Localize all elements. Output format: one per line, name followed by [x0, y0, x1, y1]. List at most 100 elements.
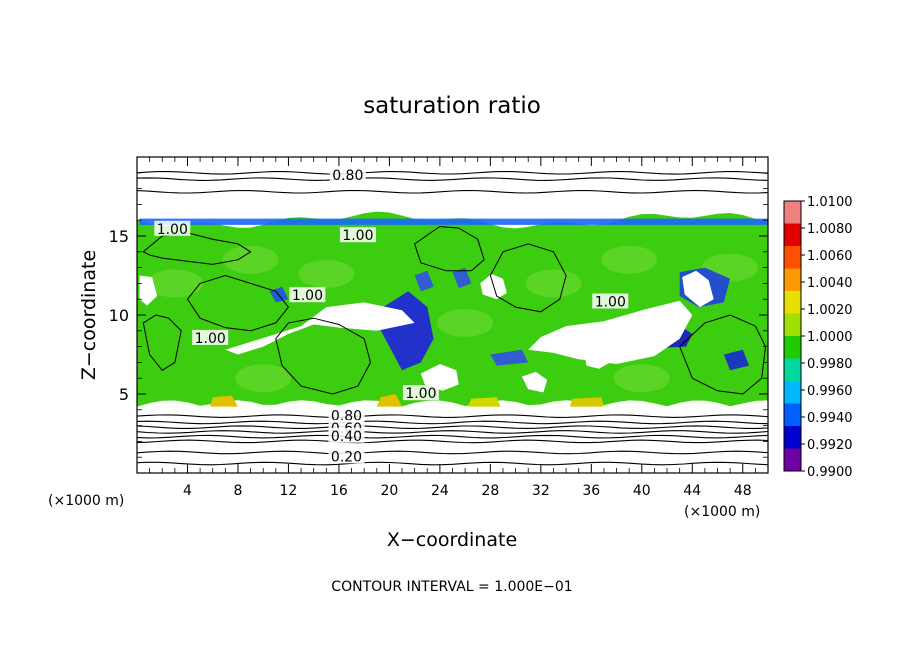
- chart-title: saturation ratio: [363, 93, 541, 119]
- colorbar-label-9: 0.9920: [807, 438, 853, 453]
- contour-line-upper-1: [137, 177, 768, 181]
- contour-line-upper-2: [137, 189, 768, 194]
- y-tick-label-1: 10: [109, 306, 129, 325]
- contour-label-10: 0.20: [331, 449, 362, 465]
- plot-area: 0.801.001.001.001.001.001.000.800.600.40…: [137, 167, 768, 465]
- dry-patch-7: [585, 349, 611, 369]
- x-tick-label-7: 32: [532, 483, 550, 499]
- colorbar-label-1: 1.0080: [807, 222, 853, 237]
- colorbar-swatch-1: [784, 223, 801, 247]
- x-tick-labels: 4 8 12 16 20 24 28 32 36 40 44 48: [183, 483, 752, 499]
- contour-label-bg-4: [192, 329, 229, 345]
- contour-label-bg-2: [339, 227, 376, 243]
- contour-line-1-00-5: [414, 225, 485, 272]
- colorbar-label-4: 1.0020: [807, 303, 853, 318]
- contour-label-bg-9: [328, 427, 365, 443]
- x-tick-label-1: 8: [233, 483, 242, 499]
- contour-line-lower-6: [137, 450, 768, 455]
- cloud-texture-blob-5: [601, 245, 658, 274]
- cloud-texture-blob-7: [235, 364, 292, 393]
- dry-patch-0: [225, 302, 415, 355]
- colorbar-swatch-9: [784, 403, 801, 427]
- x-tick-label-11: 48: [734, 483, 752, 499]
- dry-patch-4: [139, 275, 158, 306]
- contour-line-lower-2: [137, 425, 768, 429]
- colorbar-swatch-6: [784, 336, 801, 359]
- contour-label-bg-1: [154, 220, 191, 236]
- subsaturated-patch-6: [139, 218, 768, 225]
- contour-line-lower-3: [137, 430, 768, 434]
- contour-line-1-00-6: [142, 314, 182, 371]
- contour-interval-footer: CONTOUR INTERVAL = 1.000E−01: [331, 579, 572, 595]
- x-tick-label-6: 28: [481, 483, 499, 499]
- cloud-texture-blob-0: [146, 269, 203, 298]
- contour-label-bg-10: [328, 448, 365, 464]
- y-unit-label: (×1000 m): [48, 493, 124, 509]
- dry-patch-6: [521, 371, 548, 393]
- colorbar-swatch-0: [784, 201, 801, 224]
- contour-label-2: 1.00: [342, 228, 373, 244]
- x-axis-label: X−coordinate: [387, 529, 517, 551]
- subsaturated-patch-2: [452, 267, 472, 289]
- contour-label-bg-5: [592, 293, 629, 309]
- colorbar-label-6: 0.9980: [807, 357, 853, 372]
- colorbar-swatch-7: [784, 358, 801, 382]
- supersaturated-patch-1: [376, 394, 402, 407]
- contour-line-lower-0: [137, 414, 768, 418]
- subsaturated-patch-7: [490, 349, 529, 366]
- contour-label-1: 1.00: [157, 222, 188, 238]
- contour-line-upper-0: [137, 170, 768, 175]
- contour-label-6: 1.00: [405, 386, 436, 402]
- colorbar-swatch-4: [784, 291, 801, 314]
- x-tick-label-8: 36: [582, 483, 600, 499]
- contour-label-bg-6: [402, 385, 439, 401]
- supersaturated-patch-3: [569, 397, 604, 407]
- supersaturated-patch-2: [467, 397, 501, 407]
- colorbar-label-7: 0.9960: [807, 384, 853, 399]
- colorbar-swatch-5: [784, 313, 801, 337]
- x-tick-label-2: 12: [280, 483, 298, 499]
- colorbar-label-2: 1.0060: [807, 249, 853, 264]
- cloud-texture-blob-8: [613, 364, 670, 393]
- colorbar-label-10: 0.9900: [807, 465, 853, 480]
- contour-label-bg-7: [328, 407, 365, 423]
- cloud-texture-blob-4: [525, 269, 582, 298]
- colorbar: 1.0100 1.0080 1.0060 1.0040 1.0020 1.0000 0.99…: [783, 195, 853, 480]
- y-axis-label: Z−coordinate: [78, 250, 100, 380]
- subsaturated-patch-8: [723, 349, 750, 371]
- y-tick-labels: 5 10 15: [109, 227, 129, 404]
- colorbar-label-0: 1.0100: [807, 195, 853, 210]
- colorbar-swatch-3: [784, 268, 801, 292]
- colorbar-swatch-2: [784, 246, 801, 269]
- contour-line-1-00-2: [275, 317, 372, 395]
- colorbar-label-8: 0.9940: [807, 411, 853, 426]
- cloud-texture-blob-3: [437, 308, 494, 337]
- supersaturated-patch-0: [210, 395, 238, 407]
- x-unit-label: (×1000 m): [684, 504, 760, 520]
- contour-label-4: 1.00: [195, 331, 226, 347]
- colorbar-swatch-10: [784, 426, 801, 449]
- dry-patch-3: [682, 270, 714, 308]
- x-tick-label-9: 40: [633, 483, 651, 499]
- contour-label-9: 0.40: [331, 429, 362, 445]
- colorbar-swatch-8: [784, 381, 801, 404]
- contour-line-1-00-1: [186, 274, 290, 332]
- colorbar-swatch-11: [784, 448, 801, 472]
- cloud-texture-blob-1: [222, 245, 279, 274]
- contour-label-bg-3: [289, 287, 326, 303]
- cloud-texture-blob-2: [298, 259, 355, 288]
- contour-line-lower-1: [137, 420, 768, 425]
- x-tick-label-0: 4: [183, 483, 192, 499]
- contour-label-5: 1.00: [595, 295, 626, 311]
- contour-line-lower-4: [137, 434, 768, 439]
- y-tick-label-2: 15: [109, 227, 129, 246]
- x-tick-label-3: 16: [330, 483, 348, 499]
- y-tick-label-0: 5: [119, 385, 129, 404]
- contour-label-3: 1.00: [292, 288, 323, 304]
- dry-patch-1: [528, 300, 693, 364]
- axis-ticks: [137, 157, 768, 473]
- subsaturated-patch-1: [414, 270, 434, 292]
- contour-label-bg-0: [329, 167, 366, 183]
- contour-line-1-00-3: [489, 243, 567, 313]
